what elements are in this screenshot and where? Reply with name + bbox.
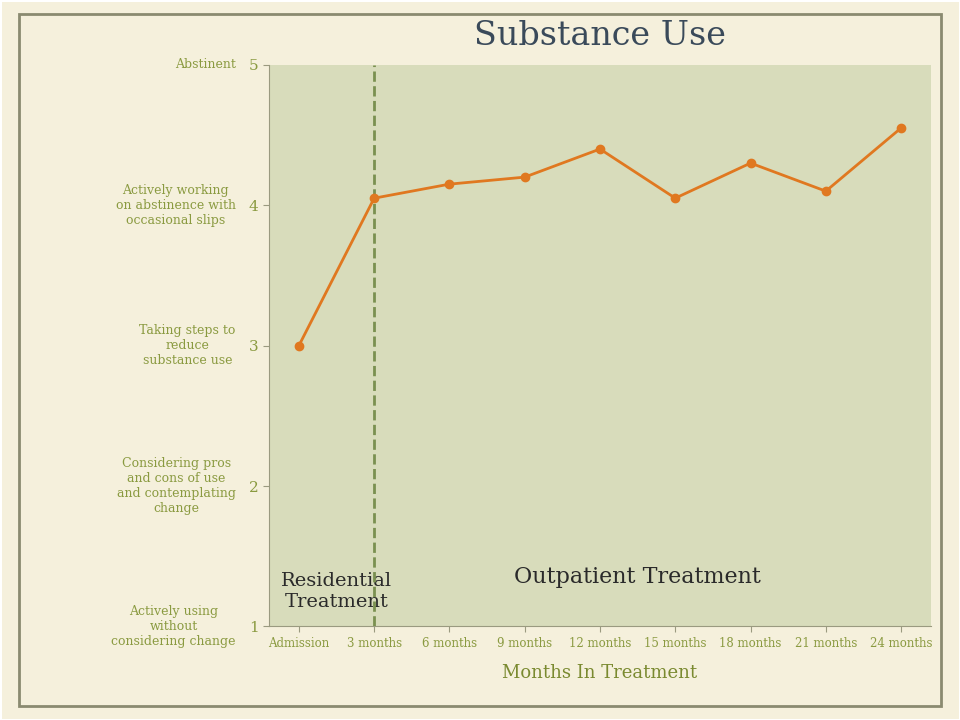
Text: Actively using
without
considering change: Actively using without considering chang… (111, 605, 236, 648)
Text: Actively working
on abstinence with
occasional slips: Actively working on abstinence with occa… (116, 184, 236, 227)
X-axis label: Months In Treatment: Months In Treatment (502, 664, 698, 682)
Text: Considering pros
and cons of use
and contemplating
change: Considering pros and cons of use and con… (117, 457, 236, 515)
Text: Taking steps to
reduce
substance use: Taking steps to reduce substance use (139, 324, 236, 367)
Title: Substance Use: Substance Use (474, 20, 726, 53)
Text: Outpatient Treatment: Outpatient Treatment (515, 566, 761, 588)
Text: Residential
Treatment: Residential Treatment (281, 572, 392, 611)
Text: Abstinent: Abstinent (175, 58, 236, 71)
